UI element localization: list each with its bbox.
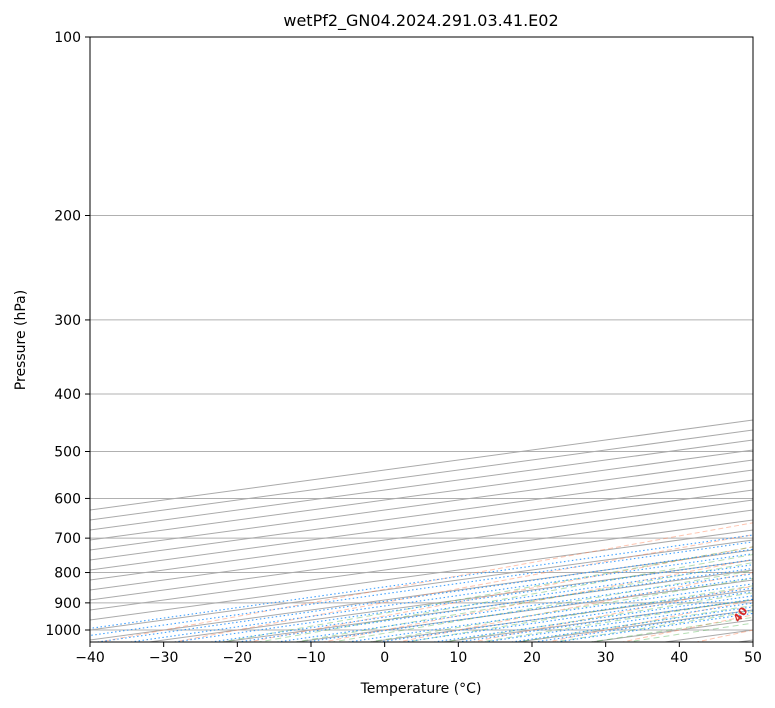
dry-adiabat-line [321,558,753,642]
moist-adiabat-line [624,622,753,642]
dry-adiabat-line [97,522,753,642]
moist-adiabat-line [477,598,753,642]
chart-title: wetPf2_GN04.2024.291.03.41.E02 [283,11,558,31]
isotherm-line [90,439,753,531]
mixing-ratio-line [454,598,753,642]
dry-adiabat-line [246,546,753,642]
y-tick-label: 100 [54,30,81,46]
y-tick-label: 900 [54,596,81,612]
isotherm-line [366,589,753,642]
y-tick-label: 800 [54,566,81,582]
mixing-ratio-line [127,553,753,642]
isotherm-line [661,629,753,642]
isotherm-line [90,479,753,571]
isotherm-line [90,449,753,541]
isotherm-line [145,559,753,642]
x-tick-label: −30 [149,650,179,666]
y-tick-label: 600 [54,491,81,507]
x-axis-label: Temperature (°C) [360,681,482,697]
x-tick-label: −10 [296,650,326,666]
y-tick-label: 200 [54,209,81,225]
mixing-ratio-line [553,612,753,642]
isotherm-line [90,499,753,591]
dry-adiabat-line [694,629,753,642]
gridlines [90,37,753,642]
moist-adiabat-line [366,577,753,642]
moist-adiabat-line [219,546,753,642]
plot-frame [89,36,754,643]
x-tick-label: 10 [449,650,467,666]
dry-adiabat-line [619,614,753,642]
isotherm-line [90,469,753,561]
dry-adiabat-line [769,37,775,643]
moist-adiabat-line [292,562,753,642]
isotherm-line [587,619,753,642]
dry-adiabat-line [171,534,753,642]
x-tick-label: 50 [744,650,762,666]
isotherm-line [90,459,753,551]
isotherm-line [90,489,753,581]
x-tick-label: 0 [380,650,389,666]
mixing-ratio-line [273,573,753,642]
x-tick-label: −40 [75,650,105,666]
x-tick-label: 30 [597,650,615,666]
x-axis-ticks: −40 −30 −20 −10 0 10 20 30 40 50 [75,642,762,666]
dry-adiabat-line [395,572,753,642]
isotherm-line [292,579,753,642]
mixing-ratio-line [234,567,753,642]
moist-adiabat-line [256,554,753,642]
isotherm-line [90,539,753,631]
y-tick-label: 1000 [45,623,81,639]
mixing-ratio-line [90,534,753,629]
isotherm-line [90,509,753,601]
dry-adiabat-line [545,599,753,642]
mixing-ratio-line [430,595,753,642]
y-axis-label: Pressure (hPa) [13,290,29,390]
x-tick-label: −20 [223,650,253,666]
isotherm-line [90,519,753,611]
mixing-ratio-lines [90,534,753,642]
y-tick-label: 700 [54,531,81,547]
mixing-ratio-line [170,559,753,642]
moist-adiabat-line [329,570,753,642]
y-axis-ticks: 100 200 300 400 500 600 700 800 900 1000 [45,30,90,639]
moist-adiabat-line [403,585,753,642]
y-tick-label: 400 [54,387,81,403]
moist-adiabats [219,546,753,642]
isotherm-line [90,529,753,621]
y-tick-label: 500 [54,444,81,460]
dry-adiabats [97,37,775,643]
isotherm-line [90,429,753,521]
mixing-ratio-line [530,609,753,642]
y-tick-label: 300 [54,313,81,329]
moist-adiabat-line [587,616,753,642]
x-tick-label: 20 [523,650,541,666]
x-tick-label: 40 [670,650,688,666]
dry-adiabat-label: 40 [731,604,751,624]
mixing-ratio-line [207,564,753,642]
mixing-ratio-line [344,583,753,642]
isotherm-line [90,419,753,511]
